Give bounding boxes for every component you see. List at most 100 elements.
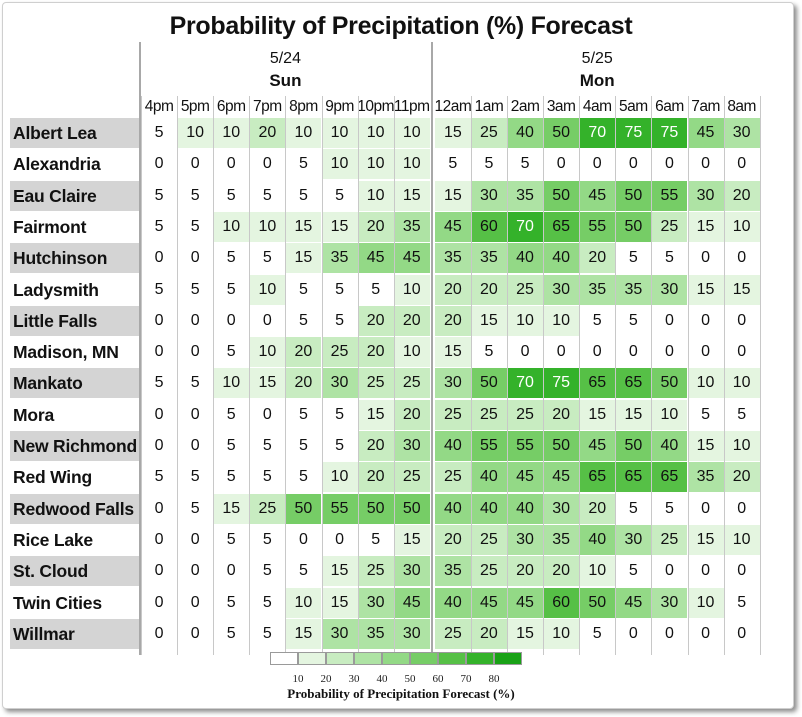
precip-cell: 5 bbox=[579, 305, 616, 336]
precip-cell: 0 bbox=[177, 618, 214, 649]
precip-cell: 5 bbox=[141, 211, 178, 242]
grid-column-line bbox=[321, 96, 323, 656]
precip-cell: 5 bbox=[321, 399, 358, 430]
precip-cell: 0 bbox=[141, 618, 178, 649]
precip-cell: 15 bbox=[434, 337, 471, 368]
hour-column-header: 5am bbox=[619, 98, 648, 115]
precip-cell: 20 bbox=[357, 305, 394, 336]
precip-cell: 5 bbox=[177, 462, 214, 493]
precip-cell: 10 bbox=[321, 118, 358, 148]
precip-cell: 5 bbox=[141, 180, 178, 211]
hour-column-header: 3am bbox=[546, 98, 576, 115]
precip-cell: 0 bbox=[141, 149, 178, 180]
precip-cell: 25 bbox=[393, 462, 430, 493]
legend-title: Probability of Precipitation Forecast (%… bbox=[287, 686, 515, 701]
precip-cell: 0 bbox=[615, 149, 652, 180]
location-row-label: St. Cloud bbox=[10, 556, 139, 587]
precip-cell: 10 bbox=[723, 524, 760, 555]
precip-cell: 5 bbox=[177, 493, 214, 524]
hour-column-header: 10pm bbox=[357, 98, 395, 115]
precip-cell: 0 bbox=[141, 556, 178, 587]
precip-cell: 10 bbox=[285, 587, 322, 618]
precip-cell: 5 bbox=[651, 243, 688, 274]
precip-cell: 45 bbox=[470, 587, 507, 618]
precip-cell: 5 bbox=[213, 618, 250, 649]
precip-cell: 0 bbox=[615, 618, 652, 649]
precip-cell: 5 bbox=[249, 587, 286, 618]
precip-cell: 5 bbox=[177, 368, 214, 399]
grid-column-line bbox=[651, 96, 653, 656]
precip-cell: 0 bbox=[687, 556, 724, 587]
precip-cell: 50 bbox=[651, 368, 688, 399]
precip-cell: 20 bbox=[579, 493, 616, 524]
legend-tick-label: 50 bbox=[404, 673, 416, 685]
location-row-label: Alexandria bbox=[13, 154, 101, 175]
hour-column-header: 7pm bbox=[253, 98, 282, 115]
precip-cell: 15 bbox=[507, 618, 544, 649]
precip-cell: 0 bbox=[141, 431, 178, 461]
precip-cell: 30 bbox=[393, 431, 430, 461]
precip-cell: 30 bbox=[321, 368, 358, 399]
precip-cell: 30 bbox=[321, 618, 358, 649]
precip-cell: 10 bbox=[723, 211, 760, 242]
precip-cell: 25 bbox=[651, 524, 688, 555]
precip-cell: 20 bbox=[357, 211, 394, 242]
precip-cell: 0 bbox=[141, 243, 178, 274]
precip-cell: 0 bbox=[213, 149, 250, 180]
precip-cell: 20 bbox=[357, 337, 394, 368]
legend-tick-label: 10 bbox=[292, 673, 304, 685]
precip-cell: 35 bbox=[543, 524, 580, 555]
precip-cell: 25 bbox=[321, 337, 358, 368]
legend-swatch bbox=[410, 652, 438, 665]
precip-cell: 5 bbox=[249, 243, 286, 274]
location-row-label: Willmar bbox=[10, 618, 139, 649]
precip-cell: 5 bbox=[285, 556, 322, 587]
hour-column-header: 6am bbox=[655, 98, 684, 115]
precip-cell: 40 bbox=[434, 587, 471, 618]
hour-column-header: 8pm bbox=[289, 98, 318, 115]
precip-cell: 50 bbox=[543, 180, 580, 211]
precip-cell: 0 bbox=[141, 305, 178, 336]
precip-cell: 0 bbox=[177, 556, 214, 587]
precip-cell: 5 bbox=[141, 462, 178, 493]
precip-cell: 0 bbox=[177, 587, 214, 618]
precip-cell: 25 bbox=[507, 399, 544, 430]
precip-cell: 70 bbox=[579, 118, 616, 148]
precip-cell: 10 bbox=[651, 399, 688, 430]
precip-cell: 20 bbox=[543, 399, 580, 430]
location-row-label: Mankato bbox=[10, 368, 139, 399]
precip-cell: 20 bbox=[249, 118, 286, 148]
precip-cell: 30 bbox=[507, 524, 544, 555]
precip-cell: 60 bbox=[470, 211, 507, 242]
precip-cell: 10 bbox=[543, 305, 580, 336]
hour-column-header: 4am bbox=[582, 98, 612, 115]
precip-cell: 0 bbox=[687, 149, 724, 180]
precip-cell: 65 bbox=[543, 211, 580, 242]
day-date-header: 5/24 bbox=[269, 50, 301, 67]
precip-cell: 30 bbox=[615, 524, 652, 555]
precip-cell: 5 bbox=[213, 274, 250, 305]
precip-cell: 65 bbox=[615, 368, 652, 399]
hour-column-header: 9pm bbox=[325, 98, 354, 115]
precip-cell: 0 bbox=[651, 305, 688, 336]
precip-cell: 15 bbox=[615, 399, 652, 430]
precip-cell: 40 bbox=[579, 524, 616, 555]
location-row-label: Eau Claire bbox=[10, 180, 139, 211]
precip-cell: 15 bbox=[434, 180, 471, 211]
location-row-label: Rice Lake bbox=[13, 529, 93, 550]
precip-cell: 5 bbox=[321, 305, 358, 336]
precip-cell: 5 bbox=[249, 556, 286, 587]
precip-cell: 20 bbox=[723, 180, 760, 211]
precip-cell: 5 bbox=[615, 305, 652, 336]
precip-cell: 35 bbox=[393, 211, 430, 242]
precip-cell: 45 bbox=[543, 462, 580, 493]
precip-cell: 0 bbox=[249, 305, 286, 336]
precip-cell: 0 bbox=[177, 524, 214, 555]
precip-cell: 0 bbox=[687, 493, 724, 524]
precip-cell: 5 bbox=[213, 180, 250, 211]
legend-color-bar bbox=[270, 652, 522, 665]
precip-cell: 15 bbox=[687, 211, 724, 242]
hour-column-header: 8am bbox=[727, 98, 756, 115]
precip-cell: 20 bbox=[434, 274, 471, 305]
precip-cell: 30 bbox=[393, 556, 430, 587]
